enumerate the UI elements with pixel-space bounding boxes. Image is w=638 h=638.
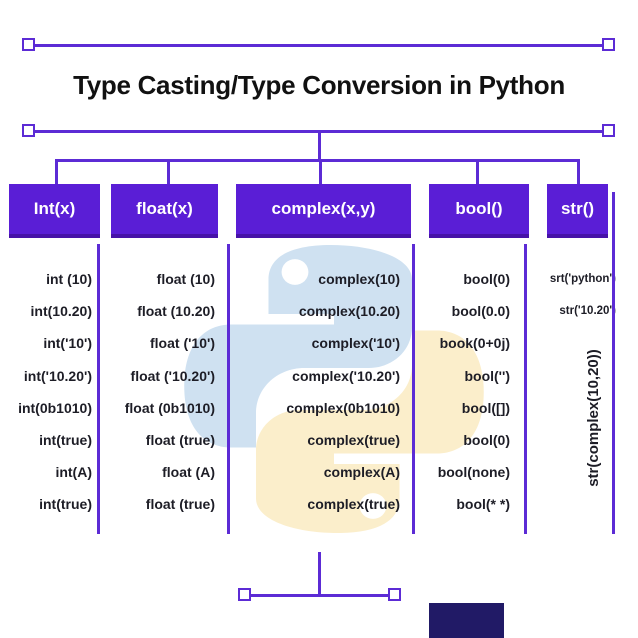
tree-branch-line [55,159,580,162]
cast-example-floatx: float ('10.20') [130,367,215,384]
bottom-accent-box [429,603,504,638]
cast-example-floatx: float (10) [156,271,215,288]
cast-example-complexxy: complex(10.20) [298,303,400,320]
ornament-square-top-right [602,38,615,51]
column-separator-floatx [227,244,230,534]
cast-example-complexxy: complex(10) [318,271,400,288]
header-box-bool: bool() [429,184,529,238]
cast-example-bool: bool('') [464,367,510,384]
tree-drop-intx [55,159,58,185]
header-box-intx: Int(x) [9,184,100,238]
cast-example-complexxy: complex('10.20') [292,367,400,384]
cast-example-floatx: float (true) [145,496,215,513]
cast-example-floatx: float (A) [162,464,215,481]
cast-example-bool: bool([]) [461,399,510,416]
cast-example-bool: book(0+0j) [439,335,510,352]
cast-example-complexxy: complex(true) [307,496,400,513]
cast-example-str: srt('python') [549,273,616,286]
header-box-complexxy: complex(x,y) [236,184,411,238]
tree-root-connector [318,131,321,161]
cast-example-complexxy: complex(true) [307,432,400,449]
cast-example-intx: int('10.20') [23,367,92,384]
ornament-square-bottom-right [388,588,401,601]
cast-example-bool: bool(0) [463,432,510,449]
cast-example-intx: int (10) [46,271,92,288]
cast-example-bool: bool(none) [437,464,510,481]
tree-drop-bool [476,159,479,185]
cast-example-complexxy: complex(A) [323,464,400,481]
cast-example-rotated: str(complex(10,20)) [585,349,602,487]
header-box-floatx: float(x) [111,184,218,238]
cast-example-floatx: float (0b1010) [124,399,215,416]
cast-example-str: str('10.20') [559,305,616,318]
cast-example-intx: int(0b1010) [18,399,92,416]
cast-example-complexxy: complex('10') [311,335,400,352]
column-separator-intx [97,244,100,534]
cast-example-intx: int(true) [39,432,92,449]
column-separator-str [612,192,615,534]
cast-example-floatx: float ('10') [150,335,215,352]
page-title: Type Casting/Type Conversion in Python [73,70,565,100]
tree-drop-complexxy [319,159,322,185]
ornament-line-top [29,44,609,47]
ornament-square-mid-right [602,124,615,137]
cast-example-bool: bool(* *) [456,496,510,513]
cast-example-floatx: float (10.20) [137,303,215,320]
cast-example-intx: int(10.20) [30,303,92,320]
cast-example-intx: int('10') [43,335,92,352]
cast-example-intx: int(A) [55,464,92,481]
ornament-line-bottom [245,594,395,597]
ornament-square-top-left [22,38,35,51]
bottom-connector [318,552,321,597]
tree-drop-floatx [167,159,170,185]
cast-example-bool: bool(0) [463,271,510,288]
cast-example-complexxy: complex(0b1010) [286,399,400,416]
column-separator-complexxy [412,244,415,534]
cast-example-bool: bool(0.0) [451,303,510,320]
cast-example-intx: int(true) [39,496,92,513]
ornament-square-mid-left [22,124,35,137]
tree-drop-str [577,159,580,185]
header-box-str: str() [547,184,608,238]
ornament-square-bottom-left [238,588,251,601]
cast-example-floatx: float (true) [145,432,215,449]
column-separator-bool [524,244,527,534]
